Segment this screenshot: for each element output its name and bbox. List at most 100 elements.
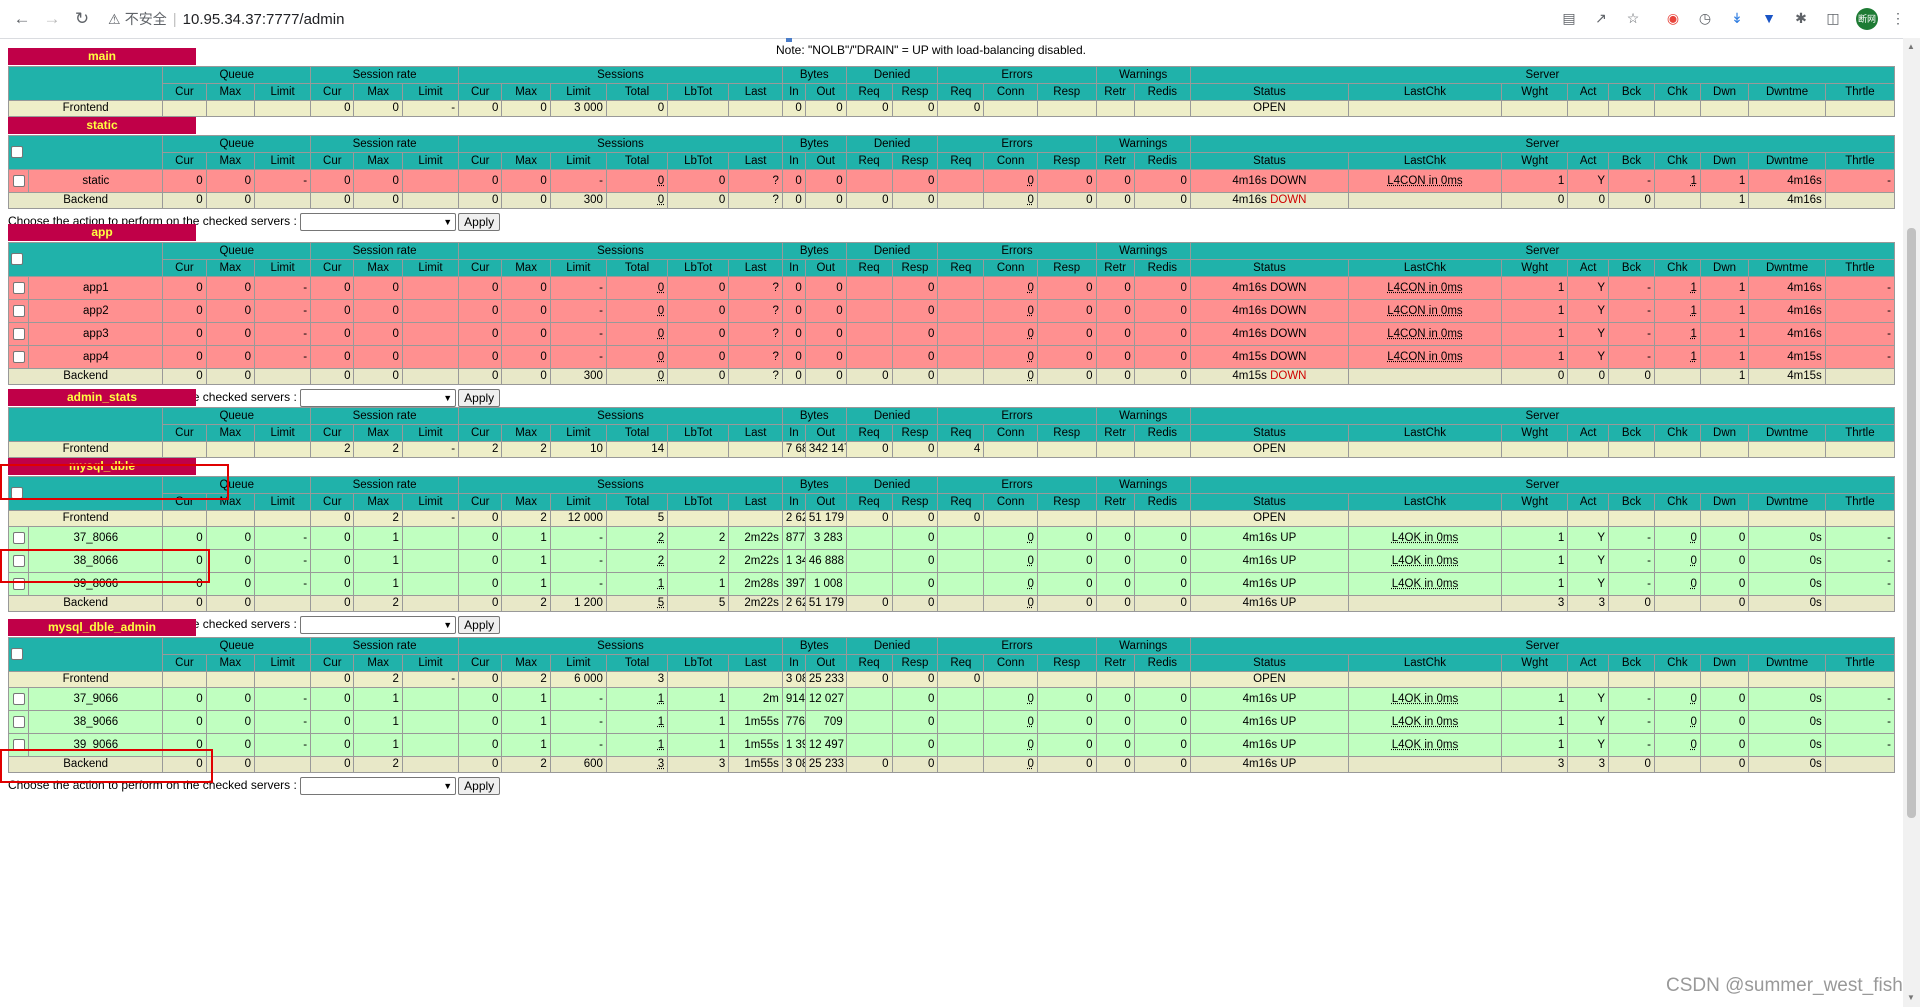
apply-button[interactable]: Apply	[458, 776, 501, 795]
group-header-queue: Queue	[162, 135, 312, 153]
cell-value: 0	[882, 597, 889, 609]
action-select[interactable]: ▼	[300, 615, 457, 634]
cell-cur: 0	[310, 687, 355, 711]
scroll-up-icon[interactable]: ▲	[1907, 42, 1915, 51]
cell-bck: -	[1608, 169, 1655, 193]
column-header-dwntme: Dwntme	[1748, 493, 1826, 511]
cell-wght: 0	[1500, 192, 1569, 209]
cell-limit: -	[254, 322, 312, 346]
scroll-down-icon[interactable]: ▼	[1907, 993, 1915, 1002]
profile-avatar[interactable]: 断网	[1856, 8, 1878, 30]
server-checkbox[interactable]	[7, 345, 30, 369]
column-header-retr: Retr	[1095, 654, 1135, 672]
side-panel-icon[interactable]: ◫	[1826, 10, 1840, 26]
cell-value: 0	[1180, 739, 1187, 751]
back-arrow-icon[interactable]: ←	[13, 9, 31, 28]
cell-wght: 1	[1500, 345, 1569, 369]
cell-in: 914	[781, 687, 806, 711]
cell-resp	[1036, 441, 1097, 458]
cell-cur: 0	[458, 299, 503, 323]
apply-button[interactable]: Apply	[458, 212, 501, 231]
cell-value: 51 179	[808, 597, 845, 609]
translate-icon[interactable]: ▤	[1562, 10, 1576, 26]
cell-value: 0	[928, 102, 935, 114]
cell-limit: -	[254, 733, 312, 757]
select-all-checkbox[interactable]	[10, 252, 25, 268]
cell-in: 397	[781, 572, 806, 596]
group-header-server: Server	[1189, 135, 1896, 153]
group-header-queue: Queue	[162, 66, 312, 84]
download-extension-icon[interactable]: ↡	[1731, 10, 1743, 26]
cell-last: 1m55s	[728, 756, 783, 773]
share-icon[interactable]: ↗	[1595, 10, 1607, 26]
action-select[interactable]: ▼	[300, 776, 457, 795]
server-checkbox[interactable]	[7, 710, 30, 734]
more-menu-icon[interactable]: ⋮	[1891, 10, 1905, 26]
cell-last: ?	[728, 276, 783, 300]
address-bar[interactable]: ⚠ 不安全 | 10.95.34.37:7777/admin	[108, 11, 345, 28]
cell-value: 877	[785, 532, 806, 544]
cell-value: 0	[795, 305, 802, 317]
vue-extension-icon[interactable]: ▼	[1762, 10, 1776, 26]
cell-last: ?	[728, 299, 783, 323]
cell-value: 0	[1027, 578, 1034, 590]
cell-cur: 0	[458, 710, 503, 734]
cell-value: 0	[973, 512, 981, 524]
cell-value: 4m16s UP	[1242, 532, 1297, 544]
cell-status: 4m16s DOWN	[1189, 322, 1349, 346]
server-checkbox[interactable]	[7, 169, 30, 193]
cell-value: 4m16s	[1787, 305, 1822, 317]
column-header-act: Act	[1567, 493, 1610, 511]
reload-icon[interactable]: ↻	[74, 9, 90, 28]
cell-value: -	[1647, 693, 1651, 705]
cell-value: 0	[1557, 194, 1565, 206]
cell-value: 0s	[1809, 716, 1822, 728]
cell-in: 776	[781, 710, 806, 734]
cell-act: Y	[1567, 733, 1610, 757]
apply-button[interactable]: Apply	[458, 615, 501, 634]
server-checkbox[interactable]	[7, 276, 30, 300]
puzzle-extensions-icon[interactable]: ✱	[1795, 10, 1807, 26]
cell-value: 0	[928, 673, 935, 685]
cell-in: 877	[781, 526, 806, 550]
cell-wght: 1	[1500, 687, 1569, 711]
select-all-checkbox[interactable]	[10, 145, 25, 161]
column-header-wght: Wght	[1500, 259, 1569, 277]
cell-lastchk	[1347, 510, 1502, 527]
status-down-text: DOWN	[1270, 370, 1307, 382]
cell-total: 3	[605, 671, 669, 688]
cell-dwntme	[1748, 441, 1826, 458]
cell-value: 1	[1738, 370, 1746, 382]
cell-retr: 0	[1095, 345, 1135, 369]
cell-dwntme: 0s	[1748, 595, 1826, 612]
server-checkbox[interactable]	[7, 526, 30, 550]
forward-arrow-icon[interactable]: →	[43, 9, 61, 28]
cell-chk	[1653, 510, 1701, 527]
column-header-wght: Wght	[1500, 493, 1569, 511]
cell-conn: 0	[983, 322, 1038, 346]
cell-value: 4m16s UP	[1242, 739, 1297, 751]
cell-value: 0	[1027, 532, 1034, 544]
action-select[interactable]: ▼	[300, 212, 457, 231]
scrollbar-thumb[interactable]	[1907, 228, 1916, 818]
chrome-extension-icon[interactable]: ◉	[1666, 10, 1680, 26]
action-select[interactable]: ▼	[300, 388, 457, 407]
backend-row: Backend 0 0 0 2 0 2 1 200 5 5 2m22s 2 622 51 179 0 0 0 0…	[7, 595, 1896, 612]
server-checkbox[interactable]	[7, 322, 30, 346]
cell-conn: 0	[983, 526, 1038, 550]
cell-limit: -	[254, 687, 312, 711]
cell-lastchk	[1347, 671, 1502, 688]
page-scrollbar[interactable]: ▲ ▼	[1903, 38, 1920, 1007]
apply-button[interactable]: Apply	[458, 388, 501, 407]
cell-value: -	[1887, 578, 1891, 590]
cell-limit: 300	[549, 368, 607, 385]
cell-value: 3	[1557, 597, 1565, 609]
bookmark-star-icon[interactable]: ☆	[1626, 10, 1640, 26]
server-checkbox[interactable]	[7, 299, 30, 323]
select-all-checkbox[interactable]	[10, 647, 25, 663]
clock-extension-icon[interactable]: ◷	[1698, 10, 1712, 26]
cell-total: 1	[605, 710, 669, 734]
cell-value: 0	[1644, 194, 1651, 206]
server-checkbox[interactable]	[7, 687, 30, 711]
